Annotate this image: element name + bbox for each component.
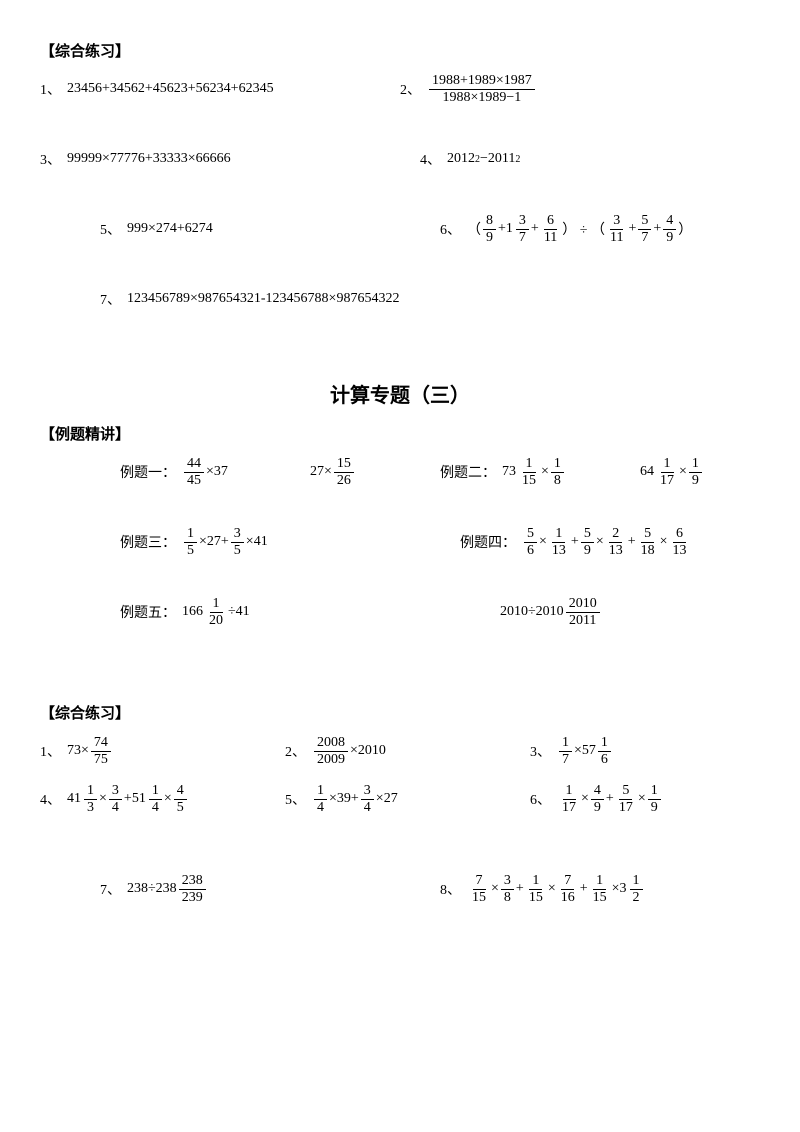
row-q456: 4、 4113 × 34 + 5114 × 45 5、 14 ×39+ 34 ×…	[40, 779, 760, 819]
p1-label: 1、	[40, 79, 61, 99]
row-e1-e2: 例题一： 4445 ×37 27× 1526 例题二： 73115 × 18 6…	[40, 452, 760, 492]
p7-label: 7、	[100, 289, 121, 309]
row-p3-p4: 3、 99999×77776+33333×66666 4、 20122 −201…	[40, 139, 760, 179]
p2-label: 2、	[400, 79, 421, 99]
row-p1-p2: 1、 23456+34562+45623+56234+62345 2、 1988…	[40, 69, 760, 109]
p1-expr: 23456+34562+45623+56234+62345	[67, 81, 274, 97]
row-p5-p6: 5、 999×274+6274 6、 （ 89 + 137 + 611 ） ÷ …	[40, 209, 760, 249]
row-e5: 例题五： 166120 ÷41 2010÷2010 20102011	[40, 592, 760, 632]
section1-header: 【综合练习】	[40, 40, 760, 61]
row-p7: 7、 123456789×987654321-123456788×9876543…	[100, 279, 760, 319]
section3-header: 【综合练习】	[40, 702, 760, 723]
p5-expr: 999×274+6274	[127, 221, 213, 237]
main-title: 计算专题（三）	[40, 379, 760, 408]
p4-label: 4、	[420, 149, 441, 169]
p5-label: 5、	[100, 219, 121, 239]
row-q123: 1、 73× 7475 2、 20082009 ×2010 3、 17 ×57 …	[40, 731, 760, 771]
p7-expr: 123456789×987654321-123456788×987654322	[127, 291, 399, 307]
p6-expr: 6、 （ 89 + 137 + 611 ） ÷ （ 311 + 57 + 49 …	[440, 213, 692, 245]
row-e3-e4: 例题三： 15 ×27+ 35 ×41 例题四： 56 × 113 + 59 ×…	[40, 522, 760, 562]
p4-expr: 20122 −20112	[447, 151, 520, 167]
p3-label: 3、	[40, 149, 61, 169]
p3-expr: 99999×77776+33333×66666	[67, 151, 231, 167]
row-q78: 7、 238÷238 238239 8、 715 × 38 + 115 × 71…	[40, 869, 760, 909]
section2-header: 【例题精讲】	[40, 423, 760, 444]
p2-frac: 1988+1989×1987 1988×1989−1	[429, 73, 535, 105]
